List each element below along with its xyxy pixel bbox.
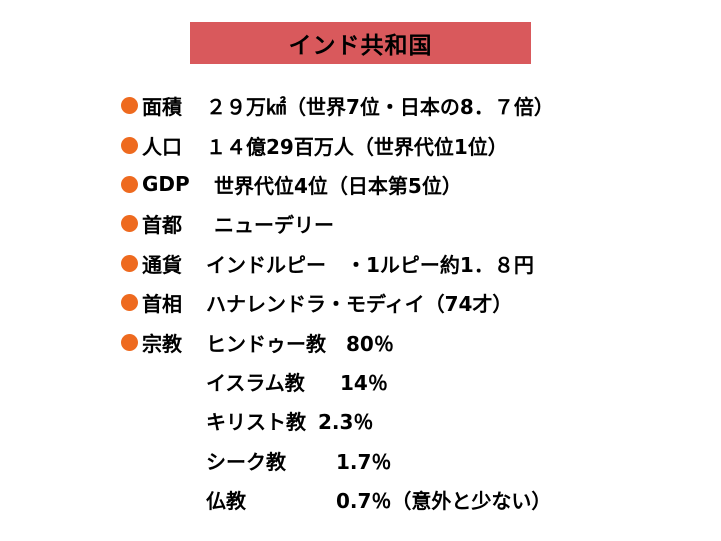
item-label: 人口 <box>142 134 182 159</box>
bullet-icon <box>121 333 138 351</box>
religion-percent: 1.7％ <box>336 449 392 474</box>
item-label: 宗教 <box>142 331 182 356</box>
religion-name: シーク教 <box>206 449 286 474</box>
item-label: 面積 <box>142 94 182 119</box>
religion-name: イスラム教 <box>206 370 305 395</box>
bullet-icon <box>121 293 138 311</box>
item-label: 首相 <box>142 291 182 316</box>
item-value: １４億29百万人（世界代位1位） <box>206 134 508 159</box>
item-value: 世界代位4位（日本第5位） <box>214 173 462 198</box>
religion-name: 仏教 <box>206 488 246 513</box>
item-value: ハナレンドラ・モディイ（74才） <box>206 291 513 316</box>
page-title: インド共和国 <box>288 33 433 59</box>
item-label: GDP <box>142 172 190 196</box>
item-value: インドルピー ・1ルピー約1．８円 <box>206 252 534 277</box>
bullet-icon <box>121 175 138 193</box>
religion-name: キリスト教 <box>206 409 306 434</box>
bullet-icon <box>121 96 138 114</box>
title-banner: インド共和国 <box>190 22 531 64</box>
religion-percent: 2.3％ <box>318 409 374 434</box>
item-value: ヒンドゥー教 80％ <box>206 331 394 356</box>
religion-percent: 14％ <box>340 370 388 395</box>
religion-percent: 0.7％（意外と少ない） <box>336 488 552 513</box>
item-label: 通貨 <box>142 252 182 277</box>
item-value: ２９万㎢（世界7位・日本の8．７倍） <box>206 94 554 119</box>
bullet-icon <box>121 136 138 154</box>
bullet-icon <box>121 214 138 232</box>
bullet-icon <box>121 254 138 272</box>
item-value: ニューデリー <box>214 212 334 237</box>
item-label: 首都 <box>142 212 182 237</box>
